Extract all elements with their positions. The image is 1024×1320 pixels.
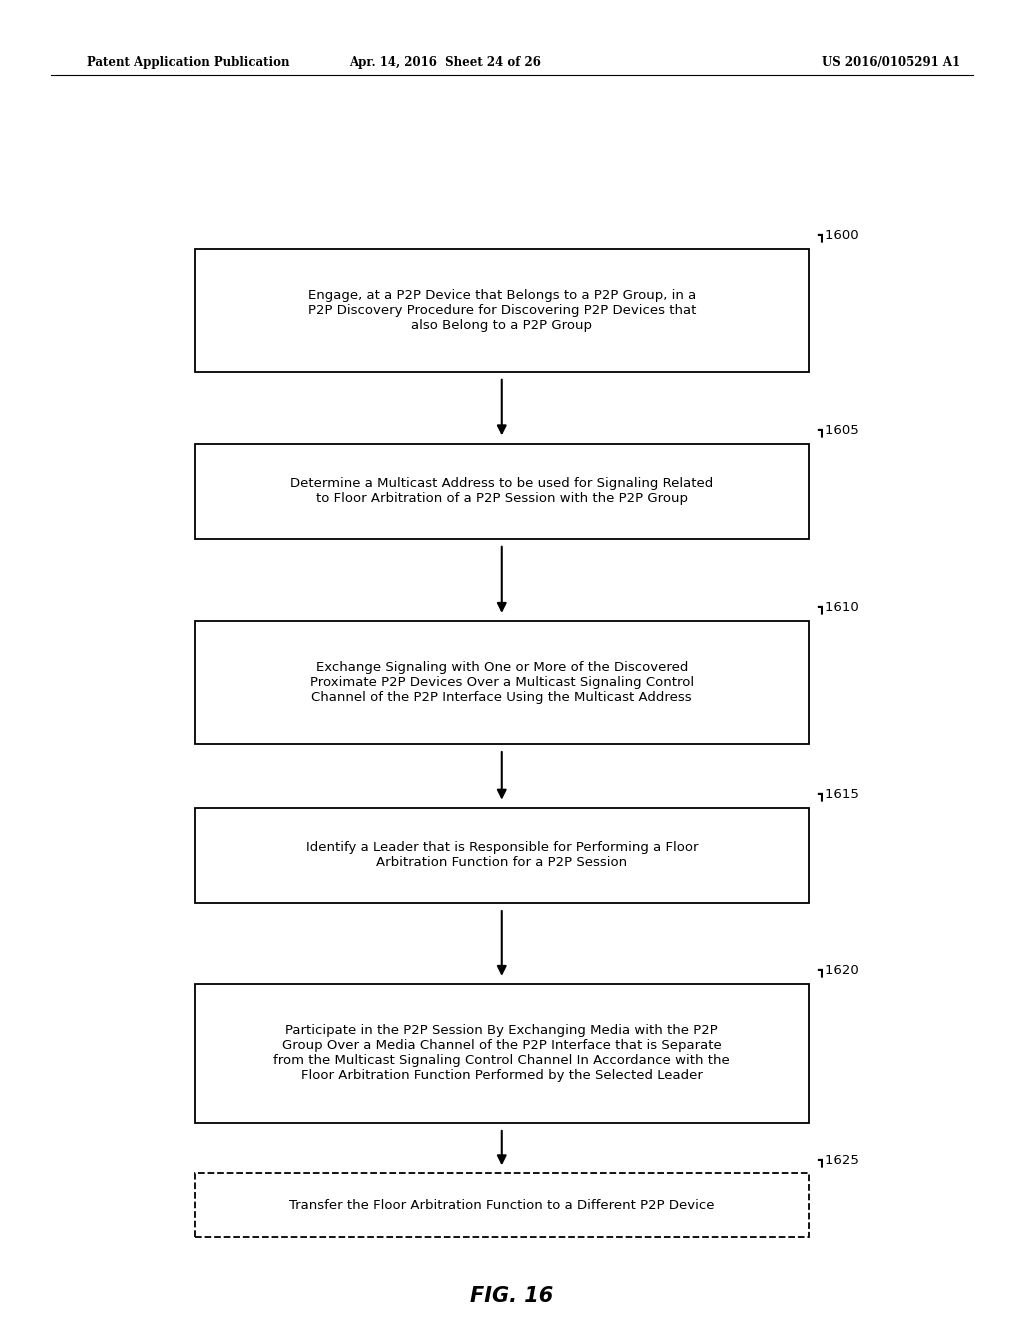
Text: Engage, at a P2P Device that Belongs to a P2P Group, in a
P2P Discovery Procedur: Engage, at a P2P Device that Belongs to … [307, 289, 696, 331]
Bar [195, 444, 809, 539]
Text: US 2016/0105291 A1: US 2016/0105291 A1 [822, 55, 959, 69]
Text: Transfer the Floor Arbitration Function to a Different P2P Device: Transfer the Floor Arbitration Function … [289, 1199, 715, 1212]
Text: Exchange Signaling with One or More of the Discovered
Proximate P2P Devices Over: Exchange Signaling with One or More of t… [309, 661, 694, 704]
Text: ┓1610: ┓1610 [817, 602, 859, 614]
Text: ┓1605: ┓1605 [817, 424, 859, 437]
Text: Participate in the P2P Session By Exchanging Media with the P2P
Group Over a Med: Participate in the P2P Session By Exchan… [273, 1024, 730, 1082]
Bar [195, 622, 809, 744]
Text: Identify a Leader that is Responsible for Performing a Floor
Arbitration Functio: Identify a Leader that is Responsible fo… [305, 841, 698, 870]
Bar [195, 808, 809, 903]
Text: Determine a Multicast Address to be used for Signaling Related
to Floor Arbitrat: Determine a Multicast Address to be used… [290, 477, 714, 506]
Text: ┓1600: ┓1600 [817, 230, 859, 242]
Bar [195, 985, 809, 1122]
Text: ┓1615: ┓1615 [817, 788, 859, 801]
Text: ┓1625: ┓1625 [817, 1154, 859, 1167]
Bar [195, 1173, 809, 1237]
Bar [195, 248, 809, 372]
Text: Patent Application Publication: Patent Application Publication [87, 55, 290, 69]
Text: FIG. 16: FIG. 16 [470, 1286, 554, 1307]
Text: Apr. 14, 2016  Sheet 24 of 26: Apr. 14, 2016 Sheet 24 of 26 [349, 55, 542, 69]
Text: ┓1620: ┓1620 [817, 965, 859, 977]
